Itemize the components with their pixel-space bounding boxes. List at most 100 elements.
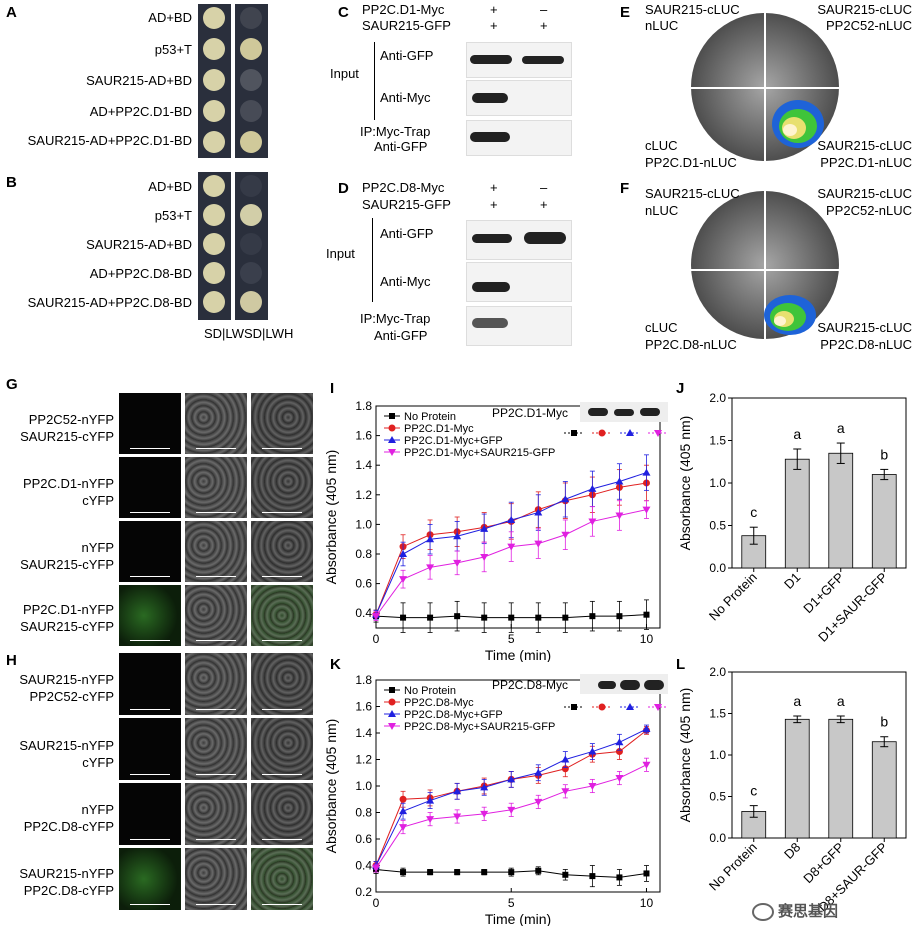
data-point	[453, 813, 462, 821]
micrograph-cell	[118, 392, 182, 455]
y-tick-label: 0.6	[355, 577, 372, 591]
panel-d-ip-antigfp: Anti-GFP	[374, 328, 428, 343]
panel-label-g: G	[6, 376, 18, 393]
data-point	[588, 783, 597, 790]
panel-h-row-4-b: PP2C.D8-cYFP	[23, 883, 114, 898]
significance-letter: b	[880, 446, 888, 462]
data-point	[615, 775, 624, 783]
panel-k-blot-label: PP2C.D8-Myc	[492, 678, 569, 692]
scale-bar	[196, 709, 236, 710]
panel-d-row2-label: SAUR215-GFP	[362, 197, 451, 212]
panel-h-row-1-a: SAUR215-nYFP	[19, 672, 114, 687]
data-point	[388, 723, 396, 730]
panel-label-d: D	[338, 180, 349, 197]
y-tick-label: 1.5	[709, 707, 726, 721]
y-tick-label: 0.6	[355, 832, 372, 846]
data-point	[588, 747, 597, 755]
panel-a-row-1: AD+BD	[148, 10, 192, 25]
data-point	[427, 614, 434, 621]
data-point	[389, 687, 395, 693]
x-tick-label: 5	[508, 632, 515, 646]
scale-bar	[262, 576, 302, 577]
micrograph-cell	[118, 652, 182, 716]
micrograph-cell	[184, 456, 248, 519]
y-tick-label: 1.2	[355, 488, 372, 502]
yeast-colony	[203, 291, 225, 313]
y-tick-label: 1.4	[355, 458, 372, 472]
y-tick-label: 2.0	[709, 391, 726, 405]
data-point	[589, 613, 596, 620]
data-point	[480, 524, 489, 532]
yeast-colony	[203, 131, 225, 153]
legend-entry: PP2C.D8-Myc	[404, 697, 474, 709]
micrograph-cell	[118, 782, 182, 846]
yeast-colony	[240, 262, 262, 284]
panel-f-tl-2: nLUC	[645, 203, 679, 218]
x-tick-label: No Protein	[706, 570, 760, 624]
legend-entry: No Protein	[404, 685, 456, 697]
scale-bar	[196, 512, 236, 513]
data-point	[481, 614, 488, 621]
data-point	[588, 484, 597, 492]
data-point	[453, 559, 462, 567]
data-point	[453, 787, 462, 795]
panel-d-sign-1-1: +	[490, 180, 498, 195]
data-point	[399, 824, 408, 832]
y-axis-label: Absorbance (405 nm)	[323, 450, 339, 585]
y-tick-label: 0.5	[709, 519, 726, 533]
significance-letter: c	[750, 783, 757, 799]
legend-entry: PP2C.D1-Myc	[404, 423, 474, 435]
panel-d-band	[524, 232, 566, 244]
x-axis-label: Time (min)	[485, 647, 551, 662]
significance-letter: a	[837, 420, 845, 436]
data-point	[389, 413, 395, 419]
data-point	[535, 867, 542, 874]
yeast-colony	[203, 7, 225, 29]
panel-d-input-label: Input	[326, 246, 355, 261]
panel-label-j: J	[676, 380, 685, 397]
data-point	[571, 704, 577, 710]
yeast-colony	[240, 131, 262, 153]
scale-bar	[262, 512, 302, 513]
panel-i-band	[588, 408, 608, 416]
micrograph-cell	[184, 584, 248, 647]
scale-bar	[130, 839, 170, 840]
legend-entry: PP2C.D1-Myc+SAUR215-GFP	[404, 447, 555, 459]
y-tick-label: 1.0	[355, 517, 372, 531]
scale-bar	[130, 640, 170, 641]
y-tick-label: 0.4	[355, 606, 372, 620]
scale-bar	[130, 774, 170, 775]
panel-d-band	[472, 234, 512, 243]
data-point	[453, 532, 462, 540]
data-point	[507, 806, 516, 814]
data-point	[481, 869, 488, 876]
y-tick-label: 1.0	[355, 779, 372, 793]
x-tick-label: 0	[373, 632, 380, 646]
data-point	[399, 550, 408, 557]
panel-label-a: A	[6, 4, 17, 21]
panel-f-leaf-image	[691, 191, 839, 339]
micrograph-cell	[250, 717, 314, 781]
data-point	[642, 506, 651, 514]
data-point	[589, 873, 596, 880]
panel-c-row2-label: SAUR215-GFP	[362, 18, 451, 33]
panel-g-row-1-b: SAUR215-cYFP	[20, 429, 114, 444]
legend-entry: PP2C.D8-Myc+GFP	[404, 709, 503, 721]
panel-i-band	[614, 409, 634, 416]
panel-d-row1-label: PP2C.D8-Myc	[362, 180, 445, 195]
panel-b-row-3: SAUR215-AD+BD	[86, 237, 192, 252]
data-point	[588, 518, 597, 526]
micrograph-cell	[250, 584, 314, 647]
data-point	[454, 869, 461, 876]
panel-d-anti-gfp: Anti-GFP	[380, 226, 434, 241]
data-point	[571, 430, 577, 436]
micrograph-cell	[184, 847, 248, 911]
y-tick-label: 0.5	[709, 790, 726, 804]
micrograph-cell	[250, 520, 314, 583]
scale-bar	[130, 576, 170, 577]
panel-k-band	[644, 680, 664, 690]
panel-c-bracket	[374, 42, 375, 120]
micrograph-cell	[118, 520, 182, 583]
data-point	[507, 515, 516, 523]
data-point	[561, 495, 570, 503]
